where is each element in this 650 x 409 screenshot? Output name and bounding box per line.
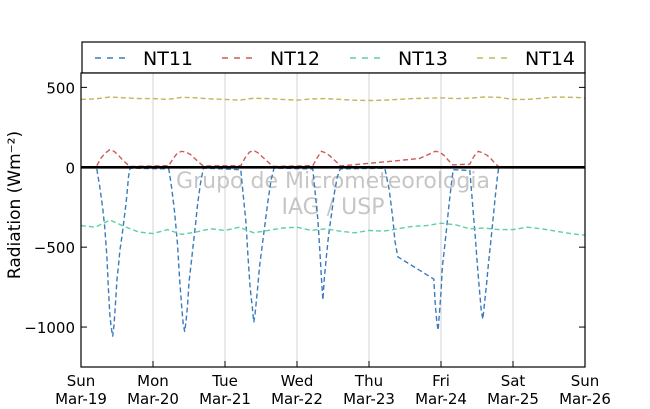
series-line-nt13: [80, 219, 586, 236]
x-tick-label-date: Mar-19: [55, 390, 107, 408]
x-tick-label-date: Mar-26: [559, 390, 611, 408]
watermark: Grupo de Micrometeorologia IAG / USP: [176, 169, 490, 220]
legend-label-nt14: NT14: [525, 48, 575, 70]
y-tick-label: −500: [34, 239, 75, 257]
x-tick-label-date: Mar-24: [415, 390, 467, 408]
x-tick-label-day: Wed: [281, 372, 314, 390]
y-tick-label: 500: [46, 79, 75, 97]
series-line-nt11: [96, 167, 500, 337]
x-tick-label-day: Fri: [432, 372, 450, 390]
x-tick-label-day: Sun: [67, 372, 96, 390]
y-tick-label: 0: [65, 159, 75, 177]
legend-label-nt11: NT11: [143, 48, 193, 70]
x-tick-label-date: Mar-23: [343, 390, 395, 408]
plot-background: [81, 73, 585, 367]
x-tick-label-day: Tue: [211, 372, 238, 390]
y-axis-label: Radiation (Wm⁻²): [5, 131, 25, 279]
x-tick-label-date: Mar-25: [487, 390, 539, 408]
legend-label-nt12: NT12: [270, 48, 320, 70]
plot-border: [80, 72, 586, 368]
series-line-nt14: [80, 96, 586, 102]
watermark-line-1: Grupo de Micrometeorologia: [176, 169, 490, 194]
x-tick-label-day: Sun: [571, 372, 600, 390]
y-tick-label: −1000: [24, 319, 75, 337]
legend: NT11 NT12 NT13 NT14: [81, 41, 586, 74]
x-tick-label-day: Sat: [501, 372, 526, 390]
x-tick-label-date: Mar-22: [271, 390, 323, 408]
x-tick-label-day: Thu: [354, 372, 383, 390]
x-tick-label-day: Mon: [137, 372, 169, 390]
x-tick-label-date: Mar-21: [199, 390, 251, 408]
x-tick-label-date: Mar-20: [127, 390, 179, 408]
plot-area: Grupo de Micrometeorologia IAG / USP: [80, 72, 586, 368]
legend-label-nt13: NT13: [398, 48, 448, 70]
